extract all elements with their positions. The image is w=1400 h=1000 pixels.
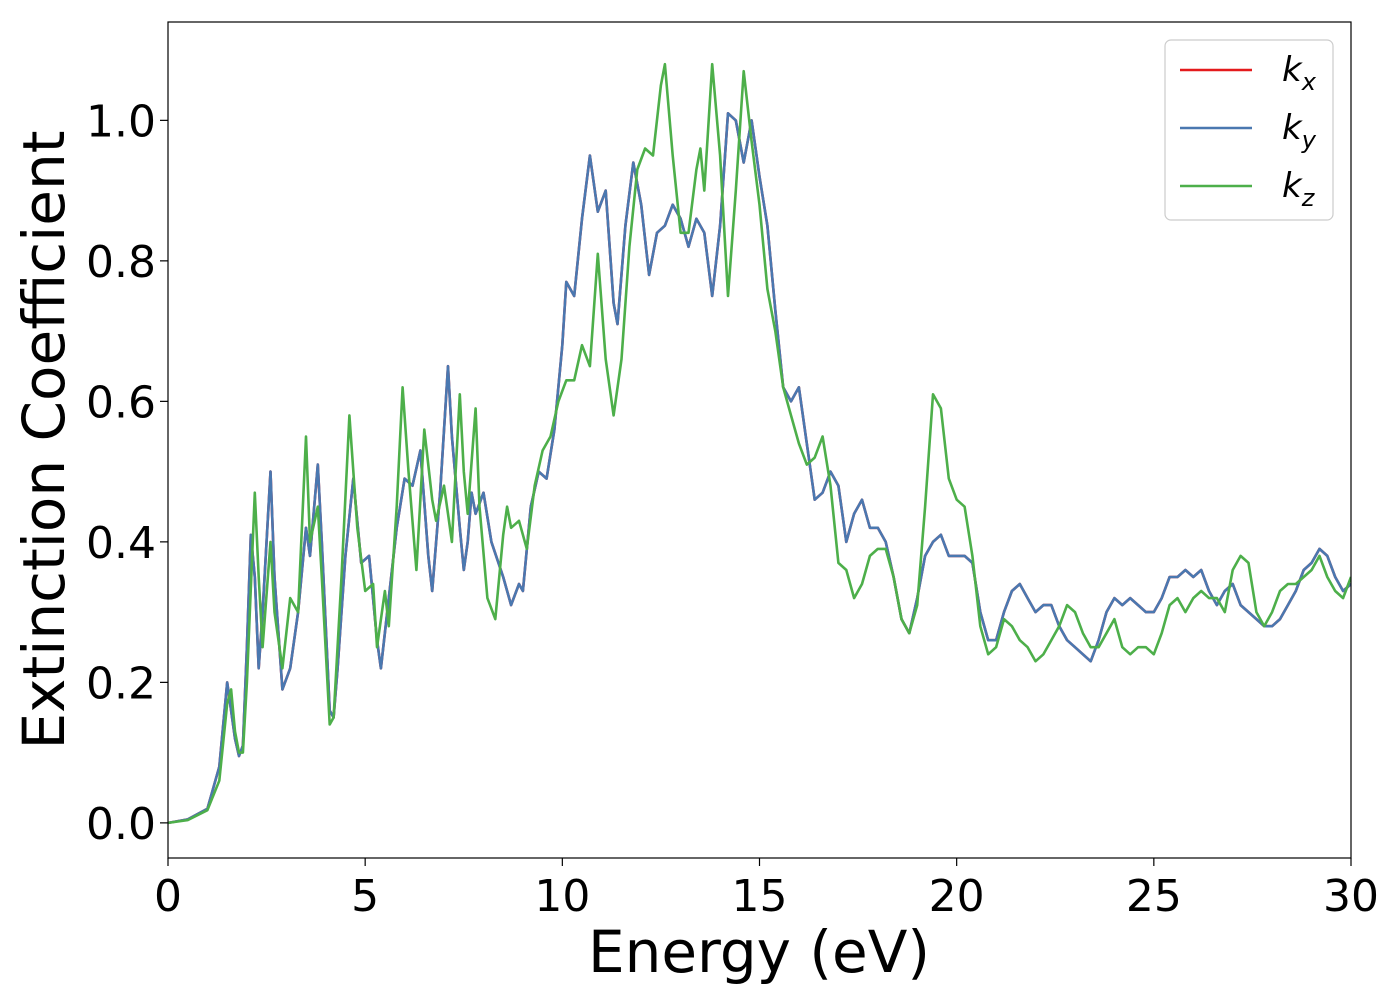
x-tick-label: 10: [534, 871, 590, 922]
x-tick-label: 5: [351, 871, 379, 922]
x-tick-label: 25: [1126, 871, 1182, 922]
x-tick-label: 15: [732, 871, 788, 922]
x-tick-label: 0: [154, 871, 182, 922]
y-axis: 0.0 0.2 0.4 0.6 0.8 1.0: [86, 96, 168, 850]
x-axis: 0 5 10 15 20 25 30: [154, 858, 1379, 922]
series-layer: [168, 62, 1351, 825]
y-tick-label: 0.0: [86, 799, 156, 850]
x-tick-label: 30: [1323, 871, 1379, 922]
legend-box: [1164, 39, 1334, 221]
y-tick-label: 1.0: [86, 96, 156, 147]
x-axis-label: Energy (eV): [588, 918, 930, 986]
x-tick-label: 20: [929, 871, 985, 922]
y-tick-label: 0.6: [86, 377, 156, 428]
series-line-k-z: [168, 62, 1351, 825]
y-tick-label: 0.4: [86, 518, 156, 569]
y-tick-label: 0.8: [86, 237, 156, 288]
y-axis-label: Extinction Coefficient: [10, 131, 78, 750]
y-tick-label: 0.2: [86, 658, 156, 709]
